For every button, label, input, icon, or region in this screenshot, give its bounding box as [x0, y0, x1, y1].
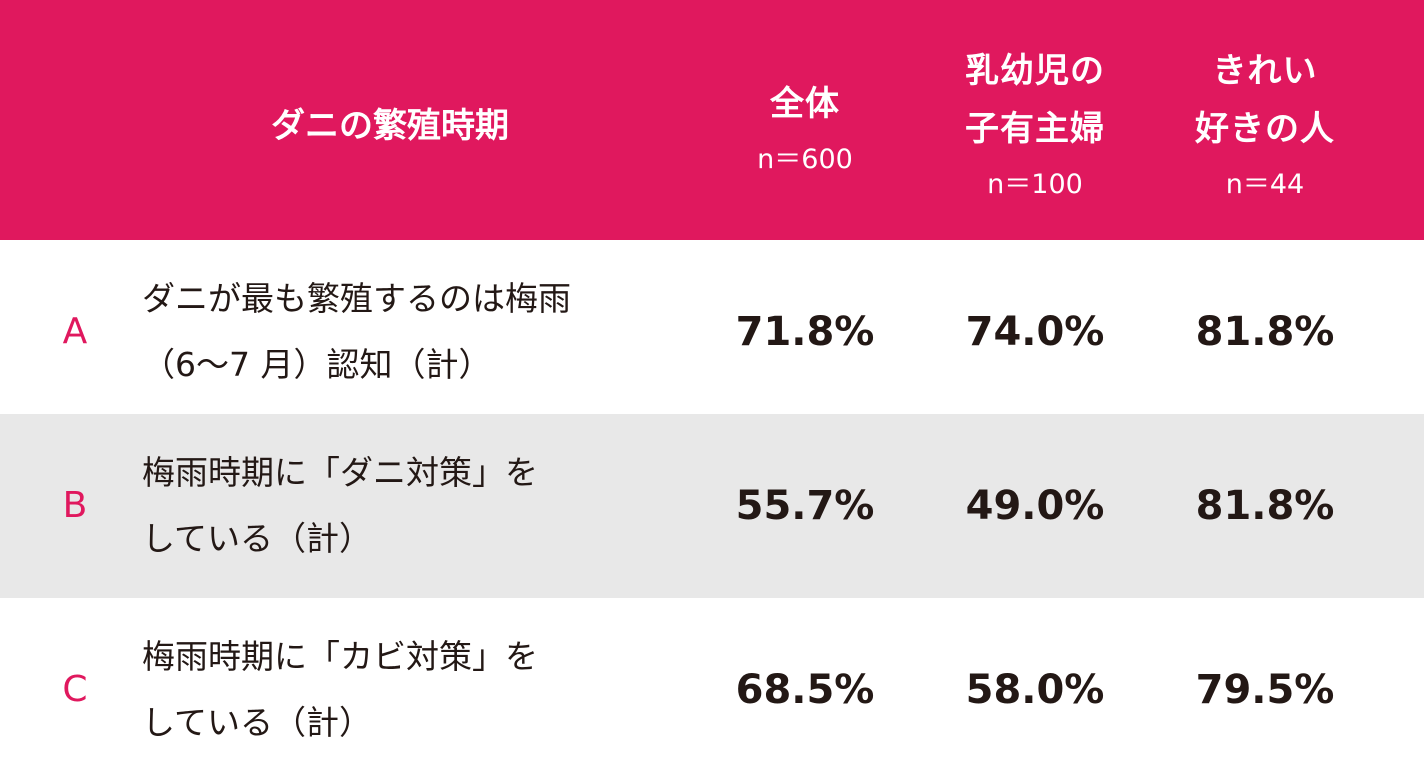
- row-description-line: ダニが最も繁殖するのは梅雨: [142, 279, 571, 318]
- row-description-line: している（計）: [142, 703, 373, 742]
- cell-value-tidy: 81.8%: [1195, 309, 1335, 355]
- row-label: C: [62, 669, 88, 710]
- cell-value-total: 68.5%: [735, 667, 875, 713]
- row-description: 梅雨時期に「カビ対策」を している（計）: [142, 624, 702, 756]
- header-sample-size: n＝600: [757, 144, 853, 175]
- cell-value-mothers: 58.0%: [965, 667, 1105, 713]
- row-description-line: 梅雨時期に「カビ対策」を: [142, 637, 538, 676]
- header-column-title: きれい: [1212, 51, 1318, 91]
- header-sample-size: n＝100: [987, 169, 1083, 200]
- cell-value-total: 71.8%: [735, 309, 875, 355]
- table-row-a: A ダニが最も繁殖するのは梅雨 （6～7 月）認知（計） 71.8% 74.0%…: [0, 240, 1424, 424]
- cell-value-mothers: 49.0%: [965, 483, 1105, 529]
- table-row-c: C 梅雨時期に「カビ対策」を している（計） 68.5% 58.0% 79.5%: [0, 598, 1424, 782]
- header-column-title: 全体: [770, 84, 840, 124]
- cell-value-tidy: 81.8%: [1195, 483, 1335, 529]
- header-column-title: 好きの人: [1195, 109, 1335, 149]
- header-column-title: 子有主婦: [965, 109, 1105, 149]
- header-sample-size: n＝44: [1225, 169, 1305, 200]
- cell-value-tidy: 79.5%: [1195, 667, 1335, 713]
- row-description: 梅雨時期に「ダニ対策」を している（計）: [142, 440, 702, 572]
- row-description: ダニが最も繁殖するのは梅雨 （6～7 月）認知（計）: [142, 266, 702, 398]
- cell-value-total: 55.7%: [735, 483, 875, 529]
- cell-value-mothers: 74.0%: [965, 309, 1105, 355]
- row-label: B: [62, 485, 88, 526]
- header-column-title: 乳幼児の: [965, 51, 1105, 91]
- header-topic: ダニの繁殖時期: [271, 106, 509, 146]
- header-column-total: 全体 n＝600: [705, 75, 905, 185]
- table-header: ダニの繁殖時期 全体 n＝600 乳幼児の 子有主婦 n＝100 きれい 好きの…: [0, 0, 1424, 240]
- row-description-line: 梅雨時期に「ダニ対策」を: [142, 453, 538, 492]
- table-row-b: B 梅雨時期に「ダニ対策」を している（計） 55.7% 49.0% 81.8%: [0, 414, 1424, 598]
- row-description-line: （6～7 月）認知（計）: [142, 345, 492, 384]
- header-column-tidy: きれい 好きの人 n＝44: [1165, 42, 1365, 210]
- row-label: A: [62, 311, 88, 352]
- row-description-line: している（計）: [142, 519, 373, 558]
- header-column-mothers: 乳幼児の 子有主婦 n＝100: [935, 42, 1135, 210]
